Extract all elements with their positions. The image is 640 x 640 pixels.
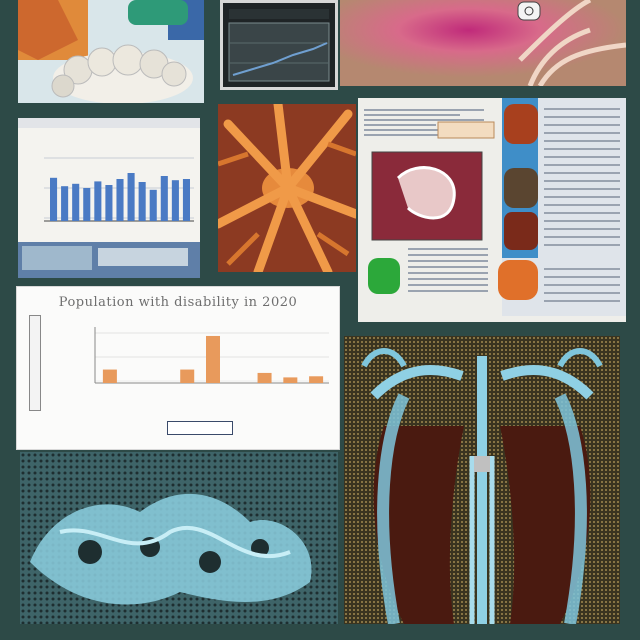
- population-chart-title: Population with disability in 2020: [58, 295, 298, 310]
- population-bar: [257, 372, 272, 383]
- monitor-graph-image: [220, 0, 338, 90]
- population-bar: [180, 369, 195, 383]
- teeth-model-image: [18, 0, 204, 103]
- document-text-lines: [364, 106, 484, 139]
- population-chart-panel: Population with disability in 2020: [16, 286, 340, 450]
- population-bar: [283, 377, 298, 383]
- pink-membrane-image: [340, 0, 626, 86]
- small-chart-bar: [94, 181, 102, 221]
- small-chart-bar: [149, 189, 157, 221]
- small-chart-bar: [116, 179, 124, 221]
- blue-vessels-anatomy-image: [344, 336, 620, 624]
- small-chart-bar: [72, 183, 80, 221]
- small-chart-bar: [182, 179, 190, 221]
- blue-vein-cluster-graphic: [20, 452, 338, 624]
- blue-vessels-anatomy-graphic: [344, 336, 620, 624]
- monitor-graph-graphic: [228, 9, 330, 82]
- small-chart-bar: [105, 185, 113, 221]
- blue-vein-cluster-image: [20, 452, 338, 624]
- teeth-model-graphic: [18, 0, 204, 103]
- pink-membrane-graphic: [340, 0, 626, 86]
- small-chart-bar: [83, 188, 91, 221]
- small-bar-chart: [18, 118, 200, 278]
- small-chart-bar: [50, 177, 58, 221]
- small-chart-bar: [160, 176, 168, 221]
- population-bar: [309, 376, 324, 383]
- small-bar-chart-panel: [18, 118, 200, 278]
- orange-neuron-graphic: [218, 104, 356, 272]
- small-chart-bar: [171, 180, 179, 221]
- document-page-image: [358, 98, 626, 322]
- orange-neuron-image: [218, 104, 356, 272]
- population-bar: [206, 335, 220, 383]
- population-chart: [94, 327, 329, 384]
- population-chart-legend: [167, 421, 233, 435]
- population-chart-y-axis-label: [29, 315, 41, 411]
- small-chart-bar: [127, 173, 135, 221]
- population-bar: [102, 369, 117, 383]
- document-figures: [368, 98, 626, 316]
- small-chart-bar: [138, 182, 146, 221]
- small-chart-bar: [61, 186, 69, 221]
